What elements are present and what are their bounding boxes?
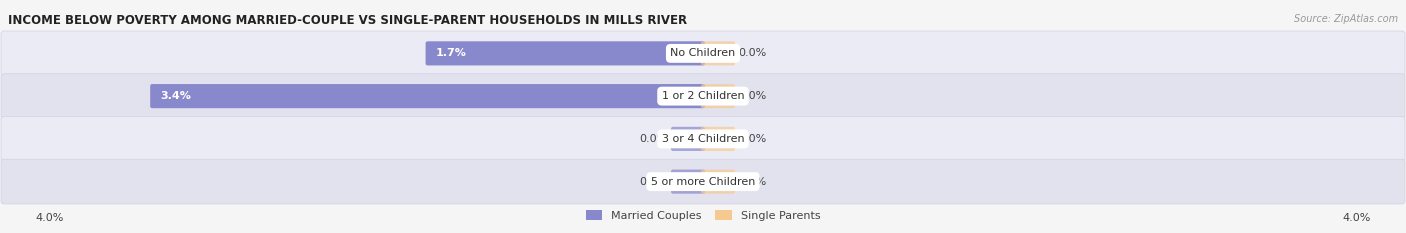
Text: 0.0%: 0.0% <box>738 91 766 101</box>
FancyBboxPatch shape <box>150 84 704 108</box>
Text: Source: ZipAtlas.com: Source: ZipAtlas.com <box>1294 14 1398 24</box>
FancyBboxPatch shape <box>702 84 735 108</box>
FancyBboxPatch shape <box>1 159 1405 204</box>
Text: 5 or more Children: 5 or more Children <box>651 177 755 187</box>
Text: 3.4%: 3.4% <box>160 91 191 101</box>
Legend: Married Couples, Single Parents: Married Couples, Single Parents <box>581 206 825 225</box>
FancyBboxPatch shape <box>1 74 1405 119</box>
FancyBboxPatch shape <box>671 170 704 194</box>
Text: 4.0%: 4.0% <box>35 213 63 223</box>
FancyBboxPatch shape <box>702 170 735 194</box>
Text: 0.0%: 0.0% <box>640 177 668 187</box>
Text: 0.0%: 0.0% <box>640 134 668 144</box>
FancyBboxPatch shape <box>671 127 704 151</box>
Text: 3 or 4 Children: 3 or 4 Children <box>662 134 744 144</box>
Text: INCOME BELOW POVERTY AMONG MARRIED-COUPLE VS SINGLE-PARENT HOUSEHOLDS IN MILLS R: INCOME BELOW POVERTY AMONG MARRIED-COUPL… <box>8 14 688 27</box>
FancyBboxPatch shape <box>702 127 735 151</box>
Text: 0.0%: 0.0% <box>738 48 766 58</box>
FancyBboxPatch shape <box>1 31 1405 76</box>
FancyBboxPatch shape <box>426 41 704 65</box>
Text: 1.7%: 1.7% <box>436 48 467 58</box>
Text: 1 or 2 Children: 1 or 2 Children <box>662 91 744 101</box>
Text: No Children: No Children <box>671 48 735 58</box>
FancyBboxPatch shape <box>702 41 735 65</box>
Text: 0.0%: 0.0% <box>738 134 766 144</box>
FancyBboxPatch shape <box>1 116 1405 161</box>
Text: 0.0%: 0.0% <box>738 177 766 187</box>
Text: 4.0%: 4.0% <box>1343 213 1371 223</box>
